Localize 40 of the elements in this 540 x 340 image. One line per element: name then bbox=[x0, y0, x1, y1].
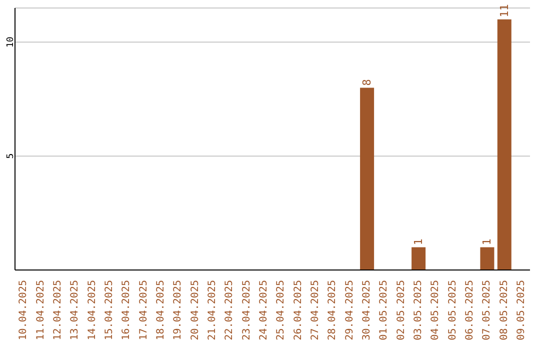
x-tick-label: 21.04.2025 bbox=[206, 280, 218, 340]
bar bbox=[412, 247, 426, 270]
x-tick-label: 14.04.2025 bbox=[86, 280, 98, 340]
x-tick-label: 27.04.2025 bbox=[310, 280, 321, 340]
x-tick-label: 10.04.2025 bbox=[18, 280, 30, 340]
x-tick-label: 23.04.2025 bbox=[241, 280, 252, 340]
x-tick-label: 18.04.2025 bbox=[155, 280, 166, 340]
data-label: 1 bbox=[412, 238, 426, 246]
x-tick-label: 29.04.2025 bbox=[344, 280, 356, 340]
y-tick-label: 5 bbox=[6, 153, 16, 159]
x-tick-label: 03.05.2025 bbox=[412, 280, 424, 340]
x-tick-label: 22.04.2025 bbox=[224, 280, 236, 340]
x-tick-label: 17.04.2025 bbox=[138, 280, 150, 340]
x-tick-label: 20.04.2025 bbox=[190, 280, 201, 340]
bar bbox=[360, 88, 374, 270]
x-tick-label: 01.05.2025 bbox=[378, 280, 390, 340]
x-tick-label: 30.04.2025 bbox=[361, 280, 372, 340]
data-label: 1 bbox=[480, 238, 494, 246]
bar bbox=[480, 247, 494, 270]
x-tick-label: 06.05.2025 bbox=[464, 280, 476, 340]
x-tick-label: 12.04.2025 bbox=[52, 280, 64, 340]
bar bbox=[497, 19, 512, 270]
x-tick-label: 26.04.2025 bbox=[292, 280, 304, 340]
x-tick-label: 13.04.2025 bbox=[70, 280, 81, 340]
x-tick-label: 16.04.2025 bbox=[121, 280, 132, 340]
data-label: 11 bbox=[498, 4, 511, 18]
x-tick-label: 09.05.2025 bbox=[516, 280, 527, 340]
data-label: 8 bbox=[360, 79, 374, 86]
x-tick-label: 04.05.2025 bbox=[430, 280, 442, 340]
x-tick-label: 25.04.2025 bbox=[276, 280, 287, 340]
x-tick-label: 11.04.2025 bbox=[35, 280, 46, 340]
x-tick-label: 24.04.2025 bbox=[258, 280, 270, 340]
x-tick-label: 28.04.2025 bbox=[327, 280, 338, 340]
x-tick-label: 08.05.2025 bbox=[498, 280, 510, 340]
y-tick-label: 10 bbox=[6, 36, 16, 48]
x-tick-label: 19.04.2025 bbox=[172, 280, 184, 340]
x-tick-label: 07.05.2025 bbox=[482, 280, 493, 340]
x-tick-label: 05.05.2025 bbox=[447, 280, 458, 340]
x-tick-label: 02.05.2025 bbox=[396, 280, 407, 340]
x-tick-label: 15.04.2025 bbox=[104, 280, 115, 340]
